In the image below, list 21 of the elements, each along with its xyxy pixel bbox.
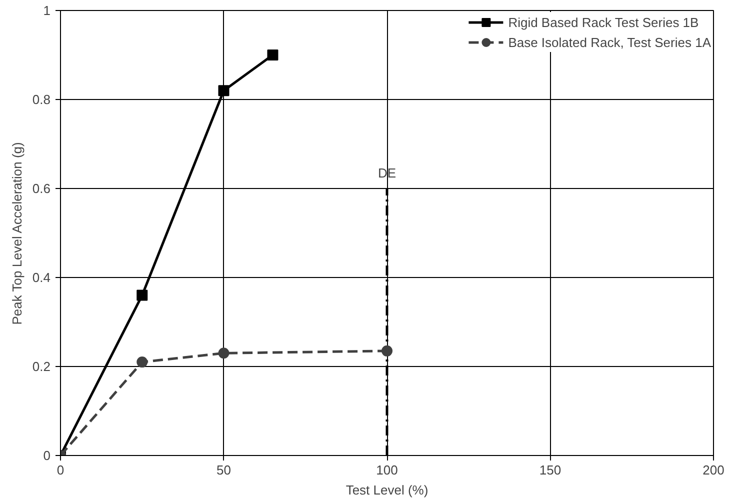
y-tick-label: 0.4 [32,270,51,285]
x-tick-label: 50 [216,462,231,478]
y-tick-label: 0.8 [32,92,51,107]
x-tick-label: 200 [702,462,724,478]
x-tick-label: 150 [539,462,562,478]
y-axis-title: Peak Top Level Acceleration (g) [9,142,24,325]
legend-label: Rigid Based Rack Test Series 1B [508,14,699,30]
x-axis-title: Test Level (%) [346,482,428,498]
y-tick-label: 0.2 [32,359,51,374]
legend-label: Base Isolated Rack, Test Series 1A [508,34,711,50]
point [218,348,230,359]
point [136,290,148,301]
point [267,50,278,60]
y-tick-label: 0.6 [32,181,51,196]
point [382,345,392,356]
point [218,85,230,96]
x-tick-label: 100 [376,462,398,478]
point [136,356,148,368]
y-tick-label: 1 [43,3,51,18]
x-tick-label: 0 [56,462,64,478]
y-tick-label: 0 [43,448,51,463]
